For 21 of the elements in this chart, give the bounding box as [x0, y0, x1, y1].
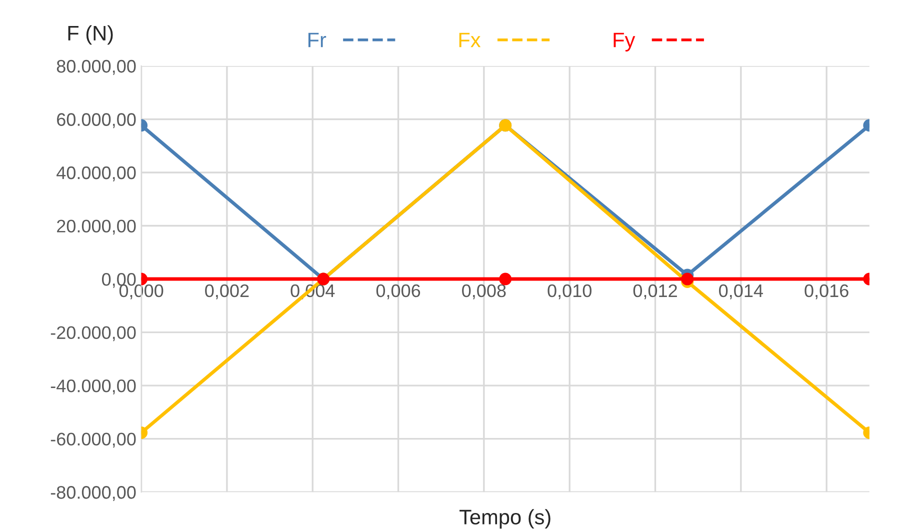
x-tick-label: 0,016 [804, 284, 848, 300]
legend-label: Fx [459, 32, 481, 48]
y-tick-label: 60.000,00 [57, 113, 136, 128]
x-tick-label: 0,006 [376, 284, 420, 300]
x-tick-label: 0,008 [462, 284, 506, 300]
y-tick-label: -60.000,00 [50, 432, 136, 448]
y-tick-label: -20.000,00 [50, 326, 136, 342]
legend-label: Fy [614, 32, 636, 52]
y-tick-label: 20.000,00 [57, 220, 136, 235]
y-tick-label: -40.000,00 [50, 380, 136, 394]
x-axis-title: Tempo (s) [460, 509, 550, 529]
x-tick-label: 0,014 [719, 284, 763, 300]
y-tick-label: 40.000,00 [56, 166, 136, 182]
x-tick-label: 0,010 [548, 284, 592, 300]
y-axis-title: F (N) [68, 25, 113, 45]
y-tick-label: -80.000,00 [50, 486, 136, 501]
x-tick-label: 0,012 [633, 284, 677, 300]
point [499, 272, 512, 286]
y-tick-label: 80.000,00 [56, 60, 136, 75]
x-tick-label: 0,002 [205, 284, 249, 300]
legend-label: Fr [308, 32, 326, 48]
